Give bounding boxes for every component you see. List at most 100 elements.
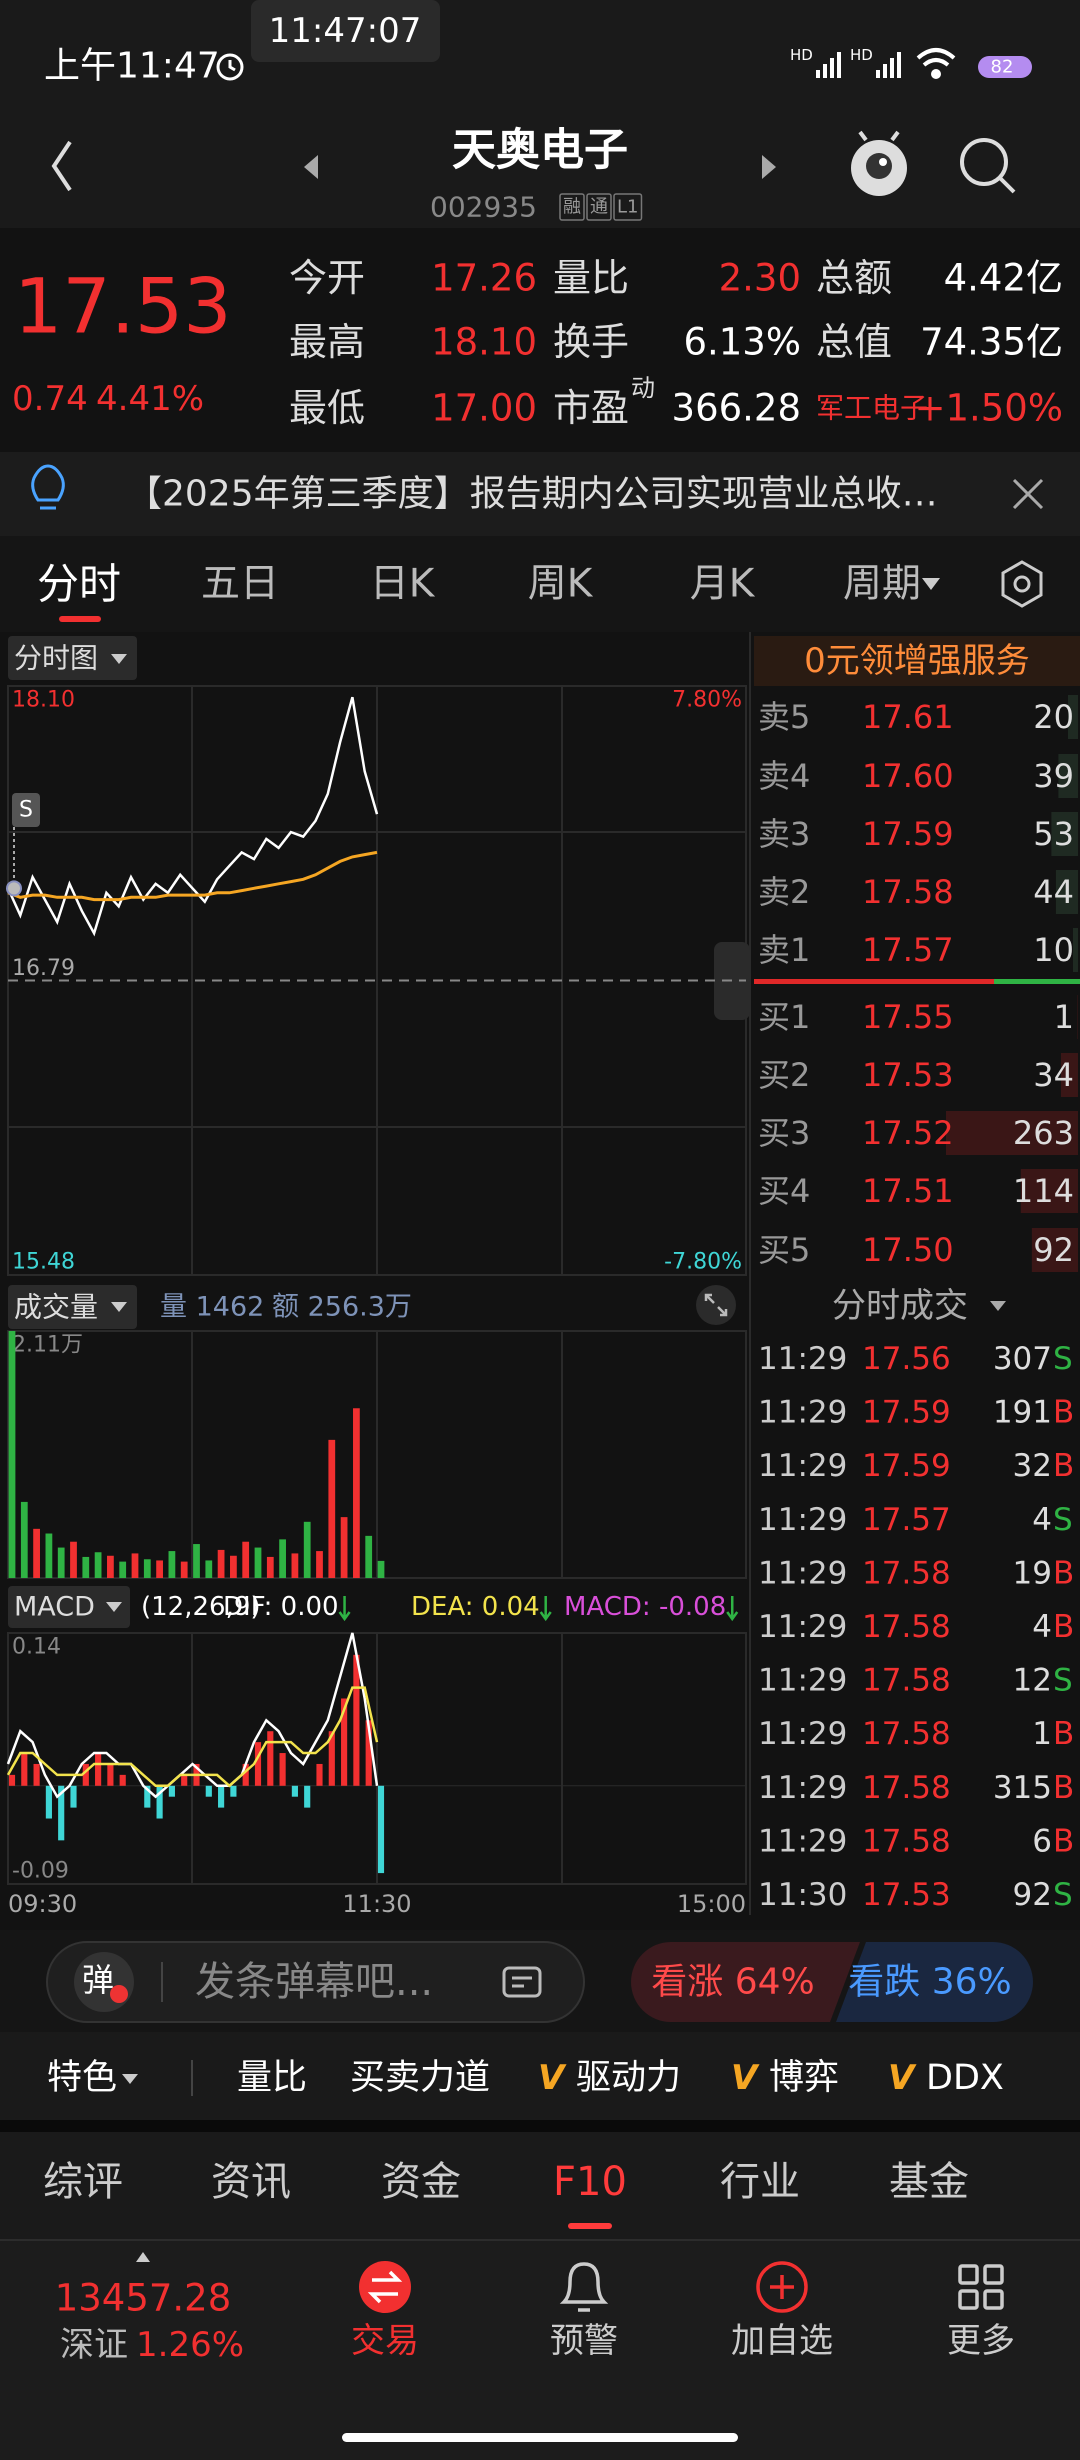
- dropdown-arrow: [111, 654, 127, 664]
- more-icon[interactable]: [958, 2264, 1004, 2310]
- trade-price: 17.53: [862, 1877, 951, 1913]
- dropdown-arrow: [990, 1301, 1006, 1311]
- price-line: [7, 850, 378, 902]
- macd-bar: [144, 1785, 151, 1808]
- macd-bar: [156, 1785, 163, 1819]
- stat-label-sup: 动: [631, 374, 655, 402]
- f10-tab[interactable]: 基金: [889, 2159, 969, 2205]
- stat-label: 最低: [289, 386, 365, 430]
- feature-bg: [0, 2032, 1080, 2120]
- book-volume: 44: [1033, 873, 1074, 911]
- shape: [983, 2264, 1004, 2285]
- tab[interactable]: 周K: [528, 562, 594, 607]
- nav-label[interactable]: 加自选: [731, 2321, 833, 2361]
- nav-label[interactable]: 更多: [947, 2321, 1015, 2361]
- tab[interactable]: 五日: [201, 562, 279, 607]
- book-volume: 1: [1054, 998, 1074, 1036]
- x-tick-label: 11:30: [342, 1890, 411, 1918]
- macd-bar: [254, 1742, 262, 1786]
- macd-bar: [304, 1785, 311, 1808]
- nav-label[interactable]: 交易: [351, 2321, 419, 2361]
- chart-title: 成交量: [14, 1291, 98, 1324]
- danmu-input[interactable]: [46, 1941, 585, 2023]
- trade-volume: 6: [1032, 1823, 1052, 1859]
- trades-title[interactable]: 分时成交: [832, 1286, 968, 1326]
- book-price: 17.60: [862, 757, 954, 795]
- f10-tab[interactable]: 综评: [43, 2159, 123, 2205]
- chart-type-dropdown[interactable]: [8, 636, 137, 680]
- volume-bar: [156, 1560, 163, 1578]
- shape: [916, 48, 956, 60]
- notice-text[interactable]: 【2025年第三季度】报告期内公司实现营业总收…: [126, 474, 938, 515]
- feature-item[interactable]: 买卖力道: [350, 2058, 490, 2098]
- trade-volume: 12: [1013, 1663, 1052, 1699]
- tab[interactable]: 分时: [37, 560, 121, 609]
- stat-value: 2.30: [719, 257, 801, 300]
- stat-label: 总值: [816, 320, 892, 364]
- service-banner-text[interactable]: 0元领增强服务: [804, 641, 1030, 681]
- volume-bar: [205, 1560, 213, 1578]
- book-price: 17.55: [862, 998, 954, 1036]
- shape: [367, 2292, 398, 2304]
- stat-label: 量比: [553, 256, 629, 300]
- code-badge: 通: [590, 197, 608, 218]
- f10-tab[interactable]: 行业: [720, 2159, 800, 2205]
- add-watch-icon[interactable]: [756, 2261, 808, 2313]
- book-volume: 10: [1033, 931, 1074, 969]
- shape: [823, 64, 827, 78]
- f10-tab[interactable]: F10: [553, 2159, 627, 2205]
- shape: [876, 70, 880, 78]
- back-button[interactable]: [51, 140, 72, 192]
- f10-tab[interactable]: 资讯: [211, 2159, 291, 2205]
- book-label: 买4: [758, 1172, 810, 1210]
- trade-price: 17.58: [862, 1823, 951, 1859]
- dropdown-arrow: [122, 2074, 138, 2084]
- danmu-settings-icon[interactable]: [502, 1966, 542, 1998]
- notice-close[interactable]: [1012, 478, 1044, 510]
- feature-item[interactable]: 量比: [237, 2058, 307, 2098]
- book-label: 买5: [758, 1231, 810, 1269]
- expand-index[interactable]: [136, 2252, 150, 2262]
- stat-value: 4.42亿: [944, 257, 1063, 300]
- settings-button[interactable]: [1001, 560, 1043, 608]
- volume-bar: [242, 1541, 250, 1578]
- trade-price: 17.56: [862, 1341, 951, 1377]
- indicator-dropdown[interactable]: [8, 1586, 130, 1628]
- prev-stock[interactable]: [304, 155, 318, 179]
- alert-icon[interactable]: [559, 2262, 609, 2312]
- next-stock[interactable]: [762, 155, 776, 179]
- search-button[interactable]: [960, 138, 1016, 194]
- trade-time: 11:29: [758, 1823, 847, 1859]
- trade-side: S: [1053, 1877, 1073, 1913]
- f10-bg: [0, 2132, 1080, 2240]
- shape: [922, 58, 950, 67]
- shape: [960, 138, 1008, 186]
- volume-dropdown[interactable]: [8, 1285, 137, 1329]
- trade-side: S: [1053, 1341, 1073, 1377]
- shape: [705, 1294, 715, 1304]
- tab[interactable]: 周期: [843, 562, 921, 607]
- tab[interactable]: 日K: [370, 562, 436, 607]
- bull-button[interactable]: [631, 1942, 860, 2022]
- feature-item[interactable]: 博弈: [769, 2058, 839, 2098]
- macd-bar: [8, 1774, 16, 1786]
- f10-tab[interactable]: 资金: [381, 2159, 461, 2205]
- service-banner[interactable]: [754, 636, 1080, 686]
- dynamic-layer: 融通 L1 今开 17.26 量比 2.30 总额 4.42亿最高 18.10 换手 6.13% 总值…: [6, 193, 1078, 2361]
- trade-time: 11:29: [758, 1395, 847, 1431]
- feature-item[interactable]: 驱动力: [576, 2058, 681, 2098]
- shape: [890, 58, 894, 78]
- nav-label[interactable]: 预警: [550, 2321, 618, 2361]
- bear-button[interactable]: [836, 1942, 1033, 2022]
- trade-icon[interactable]: [359, 2261, 411, 2313]
- depth-bar: [1072, 928, 1078, 972]
- feature-item[interactable]: DDX: [926, 2058, 1004, 2098]
- volume-bar: [254, 1547, 262, 1578]
- macd-frame: [7, 1632, 747, 1885]
- feature-title[interactable]: 特色: [47, 2058, 117, 2098]
- volume-bar: [217, 1549, 225, 1578]
- tab[interactable]: 月K: [690, 562, 756, 607]
- expand-button[interactable]: [696, 1285, 736, 1325]
- macd-bar: [181, 1774, 188, 1786]
- mascot-icon[interactable]: [851, 130, 907, 196]
